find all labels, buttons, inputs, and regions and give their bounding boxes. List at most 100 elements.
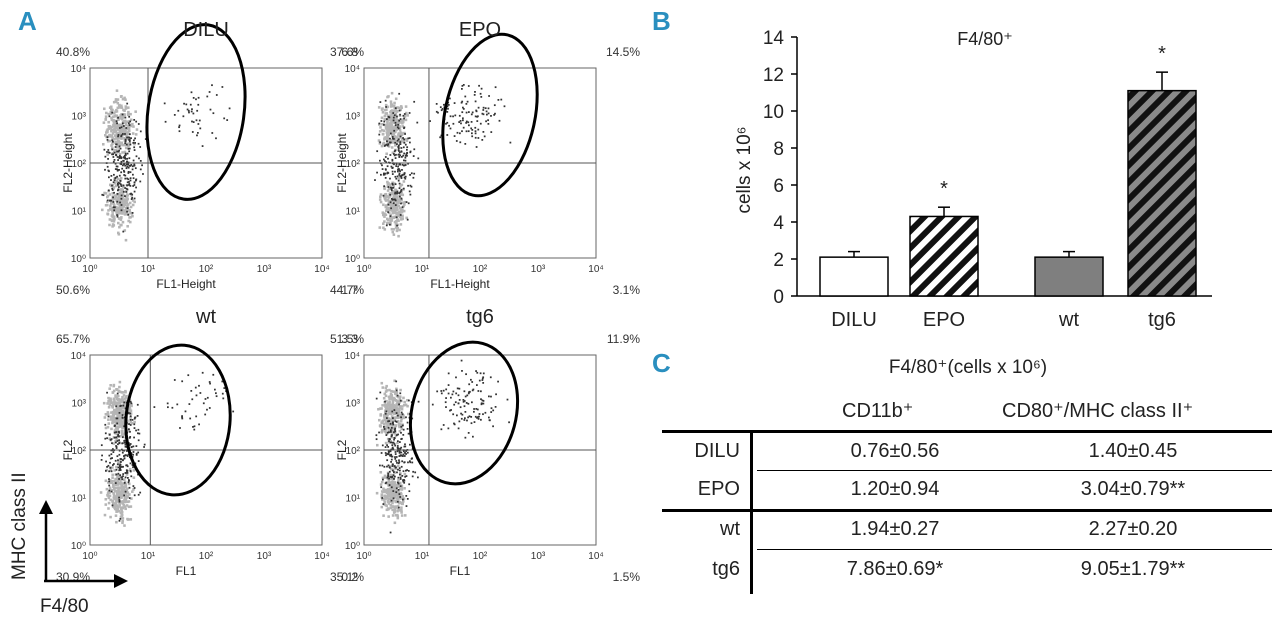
cell-cd11b: 1.20±0.94: [850, 478, 940, 500]
plot-x-label: FL1: [450, 564, 471, 578]
plot-y-label: FL2: [61, 439, 75, 460]
f480-axis-label: F4/80: [40, 596, 89, 617]
quadrant-pct-upper-right: 14.5%: [606, 45, 640, 59]
y-tick-label: 10¹: [72, 494, 87, 505]
bar: [909, 215, 979, 297]
y-tick-label: 10²: [346, 159, 361, 170]
flow-cytometry-panel: 10⁰10⁰10¹10¹10²10²10³10³10⁴10⁴DILUFL1-He…: [56, 19, 640, 584]
x-tick-label: 10³: [257, 551, 272, 562]
plot-x-label: FL1: [176, 564, 197, 578]
x-tick-label: 10¹: [141, 551, 156, 562]
y-tick-label: 10²: [72, 446, 87, 457]
x-tick-label: 10³: [531, 264, 546, 275]
chart-title: F4/80⁺: [957, 29, 1013, 49]
quadrant-pct-upper-left: 51.5%: [330, 332, 364, 346]
row-label: EPO: [697, 478, 740, 500]
row-label: tg6: [712, 558, 740, 580]
quadrant-pct-lower-left: 44.7%: [330, 283, 364, 297]
row-label: DILU: [694, 440, 740, 462]
y-tick-label: 6: [773, 176, 784, 197]
y-tick-label: 10⁴: [345, 64, 360, 75]
bar: [1034, 256, 1104, 297]
quadrant-pct-lower-right: 3.1%: [613, 283, 641, 297]
gate-ellipse: [145, 23, 247, 201]
table-rule: [662, 430, 1272, 433]
x-tick-label: 10⁰: [82, 264, 97, 275]
cell-cd80-mhc: 3.04±0.79**: [1080, 478, 1186, 500]
y-tick-label: 10¹: [346, 494, 361, 505]
y-tick-label: 10⁰: [345, 254, 360, 265]
gate-ellipse: [441, 32, 539, 198]
bar: [1127, 89, 1197, 297]
gate-ellipse: [408, 340, 520, 486]
x-tick-label: 10²: [473, 551, 488, 562]
mhc-class-ii-axis-label: MHC class II: [9, 472, 30, 580]
bars: **: [819, 43, 1197, 297]
x-tick-label: 10⁴: [588, 551, 603, 562]
plot-y-label: FL2-Height: [61, 133, 75, 193]
y-tick-label: 12: [763, 65, 784, 86]
bar: [819, 256, 889, 297]
table-rule: [662, 509, 1272, 512]
y-tick-label: 10³: [72, 112, 87, 123]
x-tick-label: DILU: [831, 309, 877, 331]
y-tick-label: 10³: [346, 399, 361, 410]
panel-letter-c: C: [652, 348, 671, 378]
y-tick-label: 8: [773, 139, 784, 160]
y-tick-label: 2: [773, 250, 784, 271]
cell-cd11b: 1.94±0.27: [850, 518, 940, 540]
row-label: wt: [720, 518, 740, 540]
x-tick-label: 10²: [199, 264, 214, 275]
cell-cd80-mhc: 2.27±0.20: [1088, 518, 1178, 540]
y-tick-label: 14: [763, 28, 785, 49]
x-tick-label: 10²: [199, 551, 214, 562]
table-rule: [757, 470, 1272, 471]
quadrant-pct-lower-left: 50.6%: [56, 283, 90, 297]
significance-marker: *: [940, 178, 948, 200]
column-header-cd80-mhc: CD80⁺/MHC class II⁺: [1002, 400, 1194, 422]
y-tick-label: 10⁰: [71, 254, 86, 265]
x-tick-label: 10³: [531, 551, 546, 562]
y-tick-label: 4: [773, 213, 784, 234]
table-row: DILU 0.76±0.56 1.40±0.45: [662, 434, 1274, 472]
x-tick-label: 10⁰: [356, 551, 371, 562]
quadrant-pct-lower-right: 1.7: [341, 283, 358, 297]
y-arrow-head: [39, 500, 53, 514]
panel-letter-b: B: [652, 6, 671, 36]
gate-ellipse: [124, 343, 232, 497]
cell-cd11b: 7.86±0.69*: [846, 558, 944, 580]
plot-y-label: FL2: [335, 439, 349, 460]
dot-plot: 10⁰10⁰10¹10¹10²10²10³10³10⁴10⁴DILUFL1-He…: [56, 19, 358, 297]
y-tick-label: 10⁰: [71, 541, 86, 552]
quadrant-pct-upper-left: 65.7%: [56, 332, 90, 346]
plot-title: DILU: [183, 19, 229, 41]
x-tick-label: 10⁴: [314, 264, 329, 275]
scatter-dots: [375, 359, 510, 534]
quadrant-pct-upper-left: 37.6%: [330, 45, 364, 59]
x-tick-label: EPO: [923, 309, 965, 331]
quadrant-pct-upper-left: 40.8%: [56, 45, 90, 59]
x-tick-label: 10⁰: [82, 551, 97, 562]
plot-y-label: FL2-Height: [335, 133, 349, 193]
x-tick-labels: DILU EPO wt tg6: [831, 309, 1176, 331]
plot-x-label: FL1-Height: [430, 277, 490, 291]
table-title: F4/80⁺(cells x 10⁶): [889, 357, 1047, 378]
y-tick-label: 10: [763, 102, 784, 123]
plot-title: wt: [195, 306, 216, 328]
x-tick-label: 10²: [473, 264, 488, 275]
quadrant-pct-upper-right: 6.8: [341, 45, 358, 59]
y-tick-label: 0: [773, 287, 784, 308]
x-tick-label: 10¹: [415, 551, 430, 562]
significance-marker: *: [1158, 43, 1166, 65]
x-arrow-head: [114, 574, 128, 588]
panel-letter-a: A: [18, 6, 37, 36]
y-tick-label: 10³: [72, 399, 87, 410]
quadrant-pct-upper-right: 11.9%: [607, 332, 640, 346]
x-tick-label: 10¹: [415, 264, 430, 275]
cell-cd80-mhc: 9.05±1.79**: [1080, 558, 1186, 580]
y-tick-label: 10³: [346, 112, 361, 123]
table-row: EPO 1.20±0.94 3.04±0.79**: [662, 472, 1274, 510]
